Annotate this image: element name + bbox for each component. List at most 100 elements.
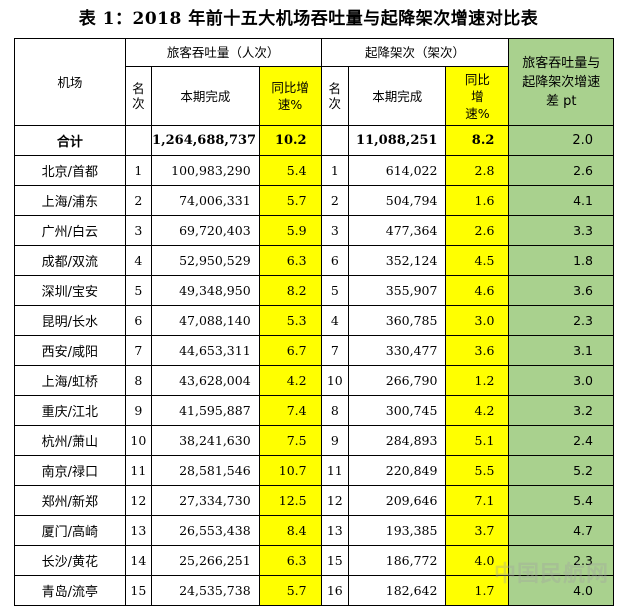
flight-rank: 10 [320,365,350,396]
table-row: 郑州/新郑 12 27,334,730 12.5 12 209,646 7.1 5.4 [14,485,614,516]
table-row: 杭州/萧山 10 38,241,630 7.5 9 284,893 5.1 2.4 [14,425,614,456]
flight-growth: 1.6 [445,185,510,216]
flight-count: 352,124 [348,245,447,276]
passenger-count: 41,595,887 [151,395,260,426]
passenger-count: 47,088,140 [151,305,260,336]
header-growth-diff: 旅客吞吐量与起降架次增速差 pt [508,38,614,126]
flight-rank: 9 [320,425,350,456]
total-flight-rank [320,125,350,156]
flight-growth: 2.6 [445,215,510,246]
growth-diff: 2.3 [508,305,614,336]
flight-growth: 4.5 [445,245,510,276]
flight-growth: 3.7 [445,515,510,546]
passenger-growth: 5.3 [258,305,322,336]
passenger-rank: 15 [124,575,153,606]
flight-count: 477,364 [348,215,447,246]
flight-rank: 8 [320,395,350,426]
total-passenger-growth: 10.2 [258,125,322,156]
airport-name: 郑州/新郑 [14,485,126,516]
flight-rank: 7 [320,335,350,366]
flight-count: 220,849 [348,455,447,486]
total-label: 合计 [14,125,126,156]
flight-growth: 4.6 [445,275,510,306]
passenger-growth: 6.7 [258,335,322,366]
passenger-growth: 5.9 [258,215,322,246]
growth-diff: 2.3 [508,545,614,576]
passenger-count: 52,950,529 [151,245,260,276]
growth-diff: 2.4 [508,425,614,456]
passenger-count: 69,720,403 [151,215,260,246]
table-row: 上海/浦东 2 74,006,331 5.7 2 504,794 1.6 4.1 [14,185,614,216]
airport-name: 厦门/高崎 [14,515,126,546]
flight-count: 360,785 [348,305,447,336]
passenger-count: 38,241,630 [151,425,260,456]
growth-diff: 3.1 [508,335,614,366]
flight-count: 284,893 [348,425,447,456]
total-passenger-rank [124,125,153,156]
header-passenger-rank-label: 名次 [132,81,145,111]
passenger-rank: 9 [124,395,153,426]
passenger-count: 43,628,004 [151,365,260,396]
passenger-rank: 1 [124,155,153,186]
passenger-growth: 6.3 [258,545,322,576]
flight-count: 186,772 [348,545,447,576]
table-row: 广州/白云 3 69,720,403 5.9 3 477,364 2.6 3.3 [14,215,614,246]
passenger-growth: 12.5 [258,485,322,516]
flight-rank: 2 [320,185,350,216]
growth-diff: 3.6 [508,275,614,306]
page-title: 表 1：2018 年前十五大机场吞吐量与起降架次增速对比表 [78,9,539,29]
table-row: 西安/咸阳 7 44,653,311 6.7 7 330,477 3.6 3.1 [14,335,614,366]
header-flight-group: 起降架次（架次） [320,38,510,67]
table-row: 厦门/高崎 13 26,553,438 8.4 13 193,385 3.7 4.7 [14,515,614,546]
growth-diff: 5.2 [508,455,614,486]
airport-name: 南京/禄口 [14,455,126,486]
header-passenger-rank: 名次 [124,66,153,126]
header-passenger-yoy-label: 同比增速% [271,80,309,112]
flight-count: 614,022 [348,155,447,186]
passenger-growth: 8.4 [258,515,322,546]
watermark-logo: 中国民航网 [493,562,609,587]
header-growth-diff-label: 旅客吞吐量与起降架次增速差 pt [522,55,601,109]
header-flight-rank-label: 名次 [328,81,342,111]
airport-name: 上海/浦东 [14,185,126,216]
airport-name: 广州/白云 [14,215,126,246]
passenger-growth: 4.2 [258,365,322,396]
passenger-growth: 7.5 [258,425,322,456]
flight-count: 330,477 [348,335,447,366]
passenger-growth: 5.7 [258,185,322,216]
flight-count: 266,790 [348,365,447,396]
table-row: 南京/禄口 11 28,581,546 10.7 11 220,849 5.5 5.2 [14,455,614,486]
flight-count: 504,794 [348,185,447,216]
flight-growth: 3.0 [445,305,510,336]
passenger-rank: 14 [124,545,153,576]
passenger-count: 74,006,331 [151,185,260,216]
growth-diff: 4.1 [508,185,614,216]
flight-rank: 3 [320,215,350,246]
flight-growth: 4.2 [445,395,510,426]
airport-name: 长沙/黄花 [14,545,126,576]
passenger-rank: 6 [124,305,153,336]
growth-diff: 1.8 [508,245,614,276]
flight-count: 193,385 [348,515,447,546]
passenger-rank: 8 [124,365,153,396]
flight-rank: 13 [320,515,350,546]
total-flights: 11,088,251 [348,125,447,156]
total-row: 合计 1,264,688,737 10.2 11,088,251 8.2 2.0 [14,125,614,156]
table-row: 上海/虹桥 8 43,628,004 4.2 10 266,790 1.2 3.0 [14,365,614,396]
flight-rank: 16 [320,575,350,606]
growth-diff: 5.4 [508,485,614,516]
flight-rank: 6 [320,245,350,276]
airport-name: 昆明/长水 [14,305,126,336]
airport-name: 重庆/江北 [14,395,126,426]
header-passenger-yoy: 同比增速% [258,66,322,126]
flight-rank: 1 [320,155,350,186]
passenger-growth: 7.4 [258,395,322,426]
passenger-growth: 10.7 [258,455,322,486]
passenger-growth: 5.4 [258,155,322,186]
passenger-rank: 4 [124,245,153,276]
table-row: 北京/首都 1 100,983,290 5.4 1 614,022 2.8 2.6 [14,155,614,186]
passenger-rank: 7 [124,335,153,366]
table-row: 深圳/宝安 5 49,348,950 8.2 5 355,907 4.6 3.6 [14,275,614,306]
header-flight-yoy: 同比增速% [445,66,510,126]
passenger-count: 26,553,438 [151,515,260,546]
